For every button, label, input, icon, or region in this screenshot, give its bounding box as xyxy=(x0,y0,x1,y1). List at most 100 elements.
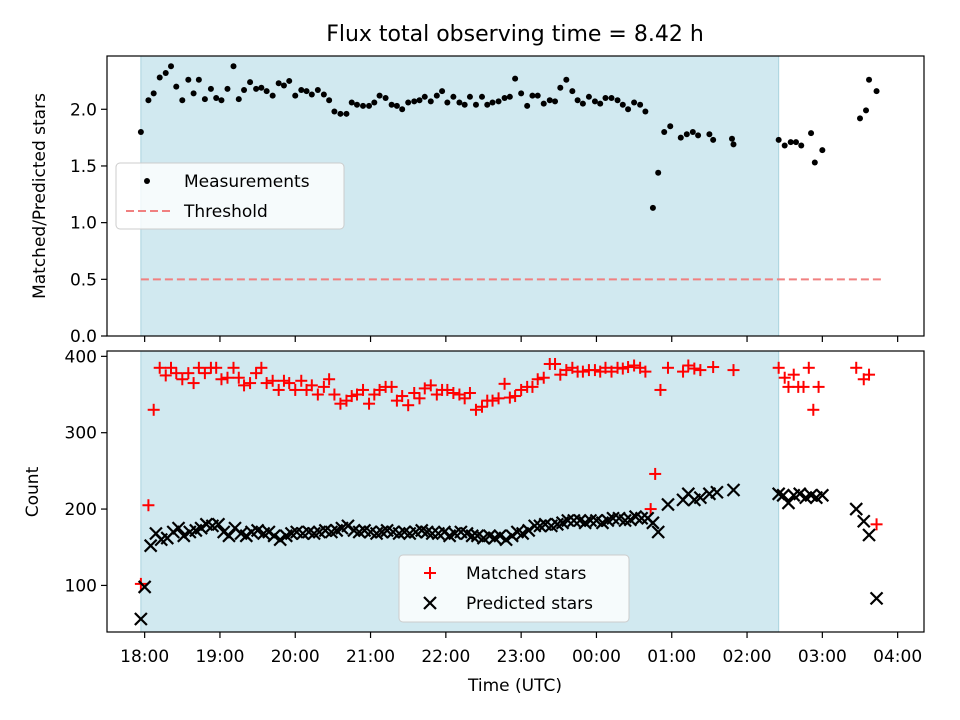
matched-stars-point xyxy=(486,394,499,407)
measurement-point xyxy=(597,100,604,107)
matched-stars-point xyxy=(863,368,876,381)
bottom-panel-frame xyxy=(106,350,925,633)
matched-stars-point xyxy=(807,403,820,416)
measurement-point xyxy=(649,204,656,211)
matched-stars-point xyxy=(441,383,454,396)
matched-stars-point xyxy=(255,361,268,374)
matched-stars-point xyxy=(323,373,336,386)
measurement-point xyxy=(501,94,508,101)
bottom-panel-matched-points xyxy=(134,357,883,590)
predicted-stars-point xyxy=(776,488,790,503)
y-tick-label: 400 xyxy=(65,347,97,367)
matched-stars-point xyxy=(526,380,539,393)
measurement-point xyxy=(275,80,282,87)
y-tick-label: 100 xyxy=(65,576,97,596)
matched-stars-point xyxy=(654,383,667,396)
measurement-point xyxy=(781,142,788,149)
measurement-point xyxy=(388,101,395,108)
measurement-point xyxy=(637,101,644,108)
matched-stars-point xyxy=(605,365,618,378)
matched-stars-point xyxy=(463,386,476,399)
measurement-point xyxy=(150,90,157,97)
matched-stars-point xyxy=(311,388,324,401)
measurement-point xyxy=(775,136,782,143)
measurement-point xyxy=(524,102,531,109)
predicted-stars-point xyxy=(815,488,830,503)
measurement-point xyxy=(512,75,519,82)
measurement-point xyxy=(614,97,621,104)
measurement-point xyxy=(534,92,541,99)
matched-stars-point xyxy=(357,383,370,396)
measurement-point xyxy=(472,101,479,108)
measurement-point xyxy=(303,88,310,95)
predicted-stars-point xyxy=(862,528,876,542)
bottom-legend-box xyxy=(398,554,630,623)
matched-stars-point xyxy=(503,391,516,404)
measurement-point xyxy=(314,87,321,94)
bottom-panel-predicted-points xyxy=(134,483,884,626)
matched-stars-point xyxy=(176,373,189,386)
matched-stars-point xyxy=(639,365,652,378)
predicted-stars-point xyxy=(561,513,575,528)
measurement-point xyxy=(331,108,338,115)
matched-stars-point xyxy=(727,364,740,377)
bottom-panel-y-label: Count xyxy=(23,466,43,517)
matched-stars-point xyxy=(682,359,695,372)
x-tick-label: 02:00 xyxy=(723,647,772,667)
matched-stars-point xyxy=(787,368,800,381)
matched-stars-point xyxy=(661,361,674,374)
top-legend-box xyxy=(115,162,345,230)
measurement-point xyxy=(247,79,254,86)
predicted-stars-point xyxy=(849,502,864,516)
matched-stars-point xyxy=(289,383,302,396)
predicted-stars-point xyxy=(634,511,649,526)
matched-stars-point xyxy=(424,379,437,392)
matched-stars-point xyxy=(549,357,562,370)
matched-stars-point xyxy=(576,365,589,378)
measurement-point xyxy=(269,92,276,99)
matched-stars-point xyxy=(260,377,273,390)
measurement-point xyxy=(873,88,880,95)
measurement-point xyxy=(866,76,873,83)
matched-stars-point xyxy=(187,377,200,390)
measurement-point xyxy=(792,139,799,146)
measurement-point xyxy=(137,128,144,135)
measurement-point xyxy=(655,169,662,176)
measurement-point xyxy=(353,101,360,108)
x-tick-label: 20:00 xyxy=(271,647,320,667)
matched-stars-point xyxy=(447,386,460,399)
measurement-point xyxy=(631,99,638,106)
y-tick-label: 0.0 xyxy=(70,327,97,347)
measurement-point xyxy=(298,87,305,94)
matched-stars-point xyxy=(250,367,263,380)
matched-stars-point xyxy=(458,392,471,405)
measurement-point xyxy=(811,159,818,166)
bottom-panel-y-axis: 100 200 300 400 xyxy=(65,347,107,596)
predicted-stars-point xyxy=(792,487,807,501)
x-tick-label: 00:00 xyxy=(572,647,621,667)
top-panel-frame xyxy=(106,55,925,337)
bottom-panel: 100 200 300 400 18:00 19:00 20:00 21:00 22:00 23… xyxy=(23,347,925,667)
matched-stars-point xyxy=(850,361,863,374)
matched-stars-point xyxy=(870,518,883,531)
matched-stars-point xyxy=(165,361,178,374)
measurement-point xyxy=(689,128,696,135)
measurement-point xyxy=(730,141,737,148)
matched-stars-point xyxy=(232,371,245,384)
predicted-stars-point xyxy=(651,525,665,539)
measurement-point xyxy=(162,70,169,77)
matched-stars-point xyxy=(142,499,155,512)
matched-stars-point xyxy=(182,367,195,380)
predicted-stars-point xyxy=(726,483,741,497)
measurement-point xyxy=(258,84,265,91)
top-panel-points xyxy=(137,63,880,211)
matched-stars-point xyxy=(498,377,511,390)
matched-stars-point xyxy=(396,390,409,403)
measurement-point xyxy=(863,107,870,114)
measurement-point xyxy=(450,93,457,100)
measurement-point xyxy=(195,76,202,83)
y-tick-label: 0.5 xyxy=(70,270,97,290)
measurement-point xyxy=(529,92,536,99)
measurement-point xyxy=(218,97,225,104)
measurement-point xyxy=(569,88,576,95)
